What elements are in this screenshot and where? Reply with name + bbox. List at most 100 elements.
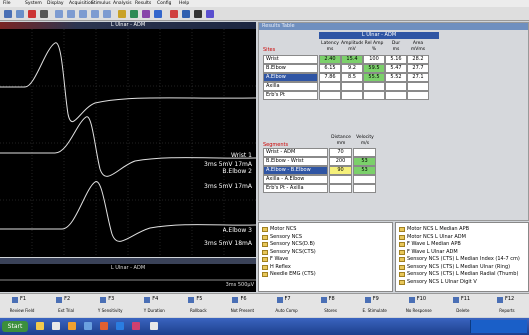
list-item[interactable]: F Wave L Ulnar ADM [407, 248, 458, 255]
function-key[interactable]: F4 Y Duration [132, 294, 176, 317]
tool-icon[interactable] [40, 10, 48, 18]
tool-icon[interactable] [16, 10, 24, 18]
tool-icon[interactable] [154, 10, 162, 18]
column-unit: ms [326, 47, 334, 52]
taskbar-icon[interactable] [150, 322, 158, 330]
function-key[interactable]: F9 E. Stimulate [353, 294, 397, 317]
function-key[interactable]: F2 Ext Trial [44, 294, 88, 317]
function-key[interactable]: F10 No Response [397, 294, 441, 317]
test-list: Motor NCS Sensory NCS Sensory NCS(D.B) Sens… [258, 222, 393, 292]
segment-value [353, 184, 376, 193]
tool-icon[interactable] [170, 10, 178, 18]
result-cell: 28.2 [407, 55, 429, 64]
key-label: Reports [499, 308, 515, 313]
taskbar-icon[interactable] [68, 322, 76, 330]
tool-icon[interactable] [194, 10, 202, 18]
function-key[interactable]: F7 Auto Comp [265, 294, 309, 317]
trace-labels: Wrist 1 3ms 5mV 17mA B.Elbow 2 3ms 5mV 17mA… [0, 29, 256, 257]
key-icon [496, 297, 503, 303]
tool-icon[interactable] [55, 10, 63, 18]
result-cell [319, 82, 341, 91]
tool-icon[interactable] [182, 10, 190, 18]
menu-item[interactable]: File [3, 1, 11, 6]
result-cell: 8.5 [341, 73, 363, 82]
tool-icon[interactable] [103, 10, 111, 18]
tool-icon[interactable] [28, 10, 36, 18]
key-icon [188, 297, 195, 303]
menu-item[interactable]: Acquisition [69, 1, 94, 6]
function-key[interactable]: F12 Reports [485, 294, 529, 317]
list-item[interactable]: Motor NCS L Ulnar ADM [407, 233, 466, 240]
taskbar-icon[interactable] [52, 322, 60, 330]
function-key[interactable]: F3 Y Sensitivity [88, 294, 132, 317]
result-cell: 9.2 [341, 64, 363, 73]
function-key[interactable]: F6 Not Present [220, 294, 264, 317]
tool-icon[interactable] [206, 10, 214, 18]
key-name: F7 [284, 296, 291, 302]
tool-icon[interactable] [79, 10, 87, 18]
start-button[interactable]: Start [2, 321, 28, 332]
list-item[interactable]: F Wave L Median APB [407, 241, 461, 247]
list-item[interactable]: Needle EMG (CTS) [270, 271, 316, 277]
result-cell [363, 91, 385, 100]
site-cell[interactable]: B.Elbow [263, 64, 318, 73]
menu-item[interactable]: Results [135, 1, 152, 6]
menu-item[interactable]: Help [179, 1, 190, 6]
list-item[interactable]: Sensory NCS(D.B) [270, 241, 315, 247]
site-cell[interactable]: Axilla [263, 82, 318, 91]
segment-cell[interactable]: Axilla - A.Elbow [263, 175, 328, 184]
taskbar-icon[interactable] [36, 322, 44, 330]
segment-value: 53 [353, 166, 376, 175]
result-cell [363, 82, 385, 91]
menu-item[interactable]: Stimulus [91, 1, 111, 6]
segment-value: 70 [329, 148, 352, 157]
segment-cell[interactable]: Wrist - ADM [263, 148, 328, 157]
menu-item[interactable]: System [25, 1, 42, 6]
site-cell[interactable]: Wrist [263, 55, 318, 64]
segment-value: 90 [329, 166, 352, 175]
segment-cell[interactable]: B.Elbow - Wrist [263, 157, 328, 166]
folder-icon [399, 249, 405, 255]
segment-value: 53 [353, 157, 376, 166]
menu-item[interactable]: Display [47, 1, 64, 6]
column-unit: mVms [410, 47, 426, 52]
taskbar-icon[interactable] [132, 322, 140, 330]
list-item[interactable]: Sensory NCS(CTS) [270, 248, 316, 255]
list-item[interactable]: Sensory NCS (CTS) L Median Ulnar (Ring) [407, 263, 511, 270]
segment-cell[interactable]: A.Elbow - B.Elbow [263, 166, 328, 175]
menu-item[interactable]: Config [157, 1, 172, 6]
site-cell[interactable]: A.Elbow [263, 73, 318, 82]
key-icon [12, 297, 19, 303]
menu-item[interactable]: Analysis [113, 1, 132, 6]
result-cell: 5.16 [385, 55, 407, 64]
folder-icon [399, 234, 405, 240]
list-item[interactable]: Sensory NCS L Ulnar Digit V [407, 278, 477, 285]
list-item[interactable]: Sensory NCS (CTS) L Median Radial (Thumb… [407, 271, 519, 277]
tool-icon[interactable] [4, 10, 12, 18]
function-key[interactable]: F8 Stores [309, 294, 353, 317]
segment-cell[interactable]: Erb's Pt - Axilla [263, 184, 328, 193]
key-icon [320, 297, 327, 303]
taskbar-icon[interactable] [84, 322, 92, 330]
list-item[interactable]: Sensory NCS (CTS) L Median Index (14-7 c… [407, 256, 520, 262]
tool-icon[interactable] [118, 10, 126, 18]
list-item[interactable]: Motor NCS L Median APB [407, 226, 470, 232]
segment-value [353, 148, 376, 157]
taskbar-icon[interactable] [116, 322, 124, 330]
function-key[interactable]: F11 Delete [441, 294, 485, 317]
function-key[interactable]: F5 Rollback [176, 294, 220, 317]
taskbar-icon[interactable] [100, 322, 108, 330]
list-item[interactable]: H Reflex [270, 263, 291, 270]
tool-icon[interactable] [130, 10, 138, 18]
function-key[interactable]: F1 Review Field [0, 294, 44, 317]
list-item[interactable]: Sensory NCS [270, 233, 303, 240]
result-cell: 100 [363, 55, 385, 64]
tool-icon[interactable] [142, 10, 150, 18]
list-item[interactable]: Motor NCS [270, 226, 297, 232]
site-cell[interactable]: Erb's Pt [263, 91, 318, 100]
tool-icon[interactable] [91, 10, 99, 18]
tool-icon[interactable] [67, 10, 75, 18]
column-name: Velocity [356, 135, 374, 140]
list-item[interactable]: F Wave [270, 256, 289, 262]
folder-icon [399, 264, 405, 270]
